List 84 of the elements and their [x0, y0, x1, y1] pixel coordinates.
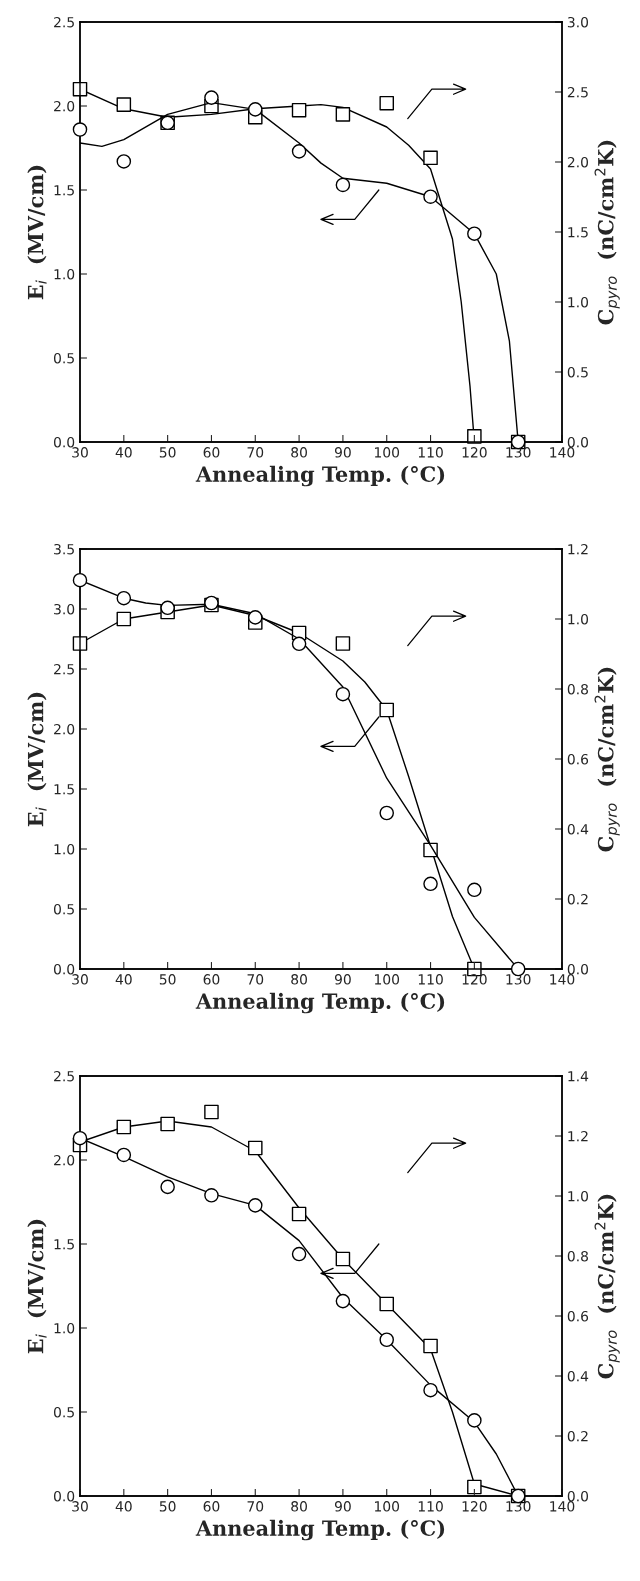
x-tick-label: 120 [462, 1501, 487, 1512]
y2-tick-label: 0.2 [567, 893, 588, 905]
y-tick-label: 0.5 [53, 352, 74, 364]
y2-tick-label: 2.5 [567, 86, 588, 98]
x-tick-label: 40 [115, 447, 132, 458]
y2-tick-label: 0.5 [567, 366, 588, 378]
x-tick-label: 90 [334, 447, 351, 458]
x-tick-label: 60 [203, 1501, 220, 1512]
x-tick-label: 50 [159, 974, 176, 985]
x-tick-label: 80 [291, 447, 308, 458]
y2-tick-label: 0.2 [567, 1430, 588, 1442]
y-tick-label: 0.0 [53, 436, 75, 448]
y-tick-label: 1.5 [54, 1239, 74, 1250]
y-tick-label: 1.5 [54, 185, 74, 196]
y2-tick-label: 0.0 [567, 1490, 589, 1502]
y-tick-label: 2.0 [54, 723, 75, 735]
x-tick-label: 60 [203, 974, 220, 985]
x-tick-label: 80 [291, 1501, 308, 1512]
y-tick-label: 3.0 [54, 603, 75, 615]
y-tick-label: 2.5 [54, 16, 74, 28]
y2-tick-label: 1.0 [568, 296, 589, 308]
x-tick-label: 120 [462, 974, 487, 985]
x-tick-label: 120 [462, 447, 487, 458]
x-tick-label: 70 [247, 974, 264, 985]
x-tick-label: 110 [418, 447, 443, 458]
x-tick-label: 110 [418, 974, 443, 985]
x-tick-label: 50 [159, 447, 176, 458]
x-tick-label: 40 [115, 974, 132, 985]
y2-tick-label: 0.8 [567, 683, 588, 695]
y2-tick-label: 0.6 [567, 1310, 589, 1322]
x-axis-title: Annealing Temp. (°C) [195, 992, 445, 1014]
y-tick-label: 0.5 [53, 1406, 74, 1418]
y2-tick-label: 0.8 [567, 1250, 588, 1262]
x-tick-label: 90 [334, 1501, 351, 1512]
x-tick-label: 140 [550, 974, 575, 985]
y2-tick-label: 2.0 [567, 156, 589, 168]
x-tick-label: 110 [418, 1501, 443, 1512]
x-tick-label: 140 [550, 1501, 575, 1512]
x-axis-title: Annealing Temp. (°C) [195, 1519, 445, 1541]
x-tick-label: 100 [375, 974, 400, 985]
y-tick-label: 3.5 [54, 543, 74, 555]
y-tick-label: 2.0 [54, 1154, 75, 1166]
x-tick-label: 50 [159, 1501, 176, 1512]
x-tick-label: 30 [72, 447, 88, 458]
y2-tick-label: 0.0 [567, 436, 589, 448]
y-axis-title: E$_{i}$ (MV/cm) [27, 692, 47, 827]
y-tick-label: 1.0 [54, 268, 75, 280]
y2-tick-label: 1.4 [568, 1071, 589, 1082]
y2-tick-label: 3.0 [567, 16, 589, 28]
x-tick-label: 140 [550, 447, 575, 458]
x-tick-label: 30 [72, 974, 88, 985]
y-tick-label: 2.0 [54, 100, 75, 112]
y-tick-label: 1.0 [54, 843, 75, 855]
y2-tick-label: 1.2 [568, 543, 588, 555]
x-tick-label: 70 [247, 1501, 264, 1512]
y-tick-label: 2.5 [54, 663, 74, 675]
y-axis-title: E$_{i}$ (MV/cm) [27, 165, 47, 300]
y2-tick-label: 1.0 [568, 1190, 589, 1202]
y-tick-label: 0.5 [53, 903, 74, 915]
y2-tick-label: 1.2 [568, 1130, 588, 1142]
y2-tick-label: 1.0 [568, 613, 589, 625]
x-tick-label: 90 [334, 974, 351, 985]
y2-tick-label: 0.4 [567, 823, 589, 835]
y2-tick-label: 0.4 [567, 1370, 589, 1382]
y2-tick-label: 0.0 [567, 963, 589, 975]
y-tick-label: 1.5 [54, 784, 74, 795]
y-tick-label: 0.0 [53, 963, 75, 975]
y-tick-label: 2.5 [54, 1070, 74, 1082]
x-tick-label: 80 [291, 974, 308, 985]
x-tick-label: 100 [375, 447, 400, 458]
x-tick-label: 100 [375, 1501, 400, 1512]
y2-tick-label: 1.5 [568, 227, 588, 238]
y-axis-title: E$_{i}$ (MV/cm) [27, 1219, 47, 1354]
text: C$_{pyro}$ (nC/cm$^{2}$K) [594, 1194, 620, 1379]
x-axis-title: Annealing Temp. (°C) [195, 465, 445, 487]
text: C$_{pyro}$ (nC/cm$^{2}$K) [594, 667, 620, 852]
x-tick-label: 60 [203, 447, 220, 458]
x-tick-label: 70 [247, 447, 264, 458]
text: C$_{pyro}$ (nC/cm$^{2}$K) [594, 140, 620, 325]
y-tick-label: 0.0 [53, 1490, 75, 1502]
y2-tick-label: 0.6 [567, 753, 589, 765]
y-tick-label: 1.0 [54, 1322, 75, 1334]
x-tick-label: 40 [115, 1501, 132, 1512]
x-tick-label: 30 [72, 1501, 88, 1512]
